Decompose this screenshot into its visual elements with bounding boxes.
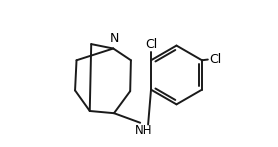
Text: Cl: Cl [145, 39, 157, 51]
Text: N: N [110, 32, 119, 45]
Text: NH: NH [135, 124, 152, 137]
Text: Cl: Cl [209, 53, 221, 66]
